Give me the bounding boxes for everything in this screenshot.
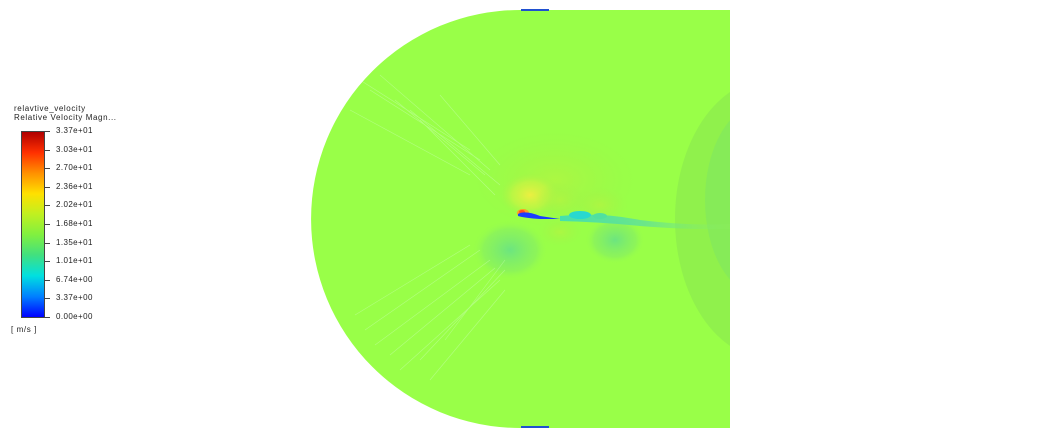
colorbar-tick-mark <box>45 317 50 318</box>
colorbar-tick-mark <box>45 298 50 299</box>
colorbar-tick-mark <box>45 187 50 188</box>
legend-units: [ m/s ] <box>11 325 37 335</box>
colorbar-tick-mark <box>45 243 50 244</box>
colorbar-tick-label: 3.37e+00 <box>56 293 93 303</box>
colorbar-tick-label: 2.70e+01 <box>56 163 93 173</box>
colorbar-tick-mark <box>45 224 50 225</box>
legend-variable-name: relavtive_velocity <box>14 104 86 113</box>
inlet-marker-bottom <box>521 426 549 428</box>
colorbar-tick-label: 3.03e+01 <box>56 145 93 155</box>
legend-field-title: Relative Velocity Magn... <box>14 113 117 122</box>
colorbar-tick-mark <box>45 205 50 206</box>
colorbar-tick-label: 2.02e+01 <box>56 200 93 210</box>
contour-plot-viewport[interactable] <box>300 0 740 438</box>
colorbar-ticks: 3.37e+01 3.03e+01 2.70e+01 2.36e+01 2.02e+01… <box>45 131 165 318</box>
colorbar-tick-mark <box>45 280 50 281</box>
inlet-marker-top <box>521 9 549 11</box>
colorbar-tick-label: 1.68e+01 <box>56 219 93 229</box>
colorbar-tick-label: 1.01e+01 <box>56 256 93 266</box>
colorbar-tick-mark <box>45 131 50 132</box>
colorbar-tick-mark <box>45 150 50 151</box>
colorbar-legend: relavtive_velocity Relative Velocity Mag… <box>0 0 200 438</box>
colorbar-tick-label: 1.35e+01 <box>56 238 93 248</box>
colorbar-tick-label: 0.00e+00 <box>56 312 93 322</box>
colorbar-gradient <box>21 131 45 318</box>
colorbar-tick-mark <box>45 261 50 262</box>
colorbar-tick-label: 3.37e+01 <box>56 126 93 136</box>
colorbar-tick-mark <box>45 168 50 169</box>
colorbar-tick-label: 6.74e+00 <box>56 275 93 285</box>
colorbar-tick-label: 2.36e+01 <box>56 182 93 192</box>
